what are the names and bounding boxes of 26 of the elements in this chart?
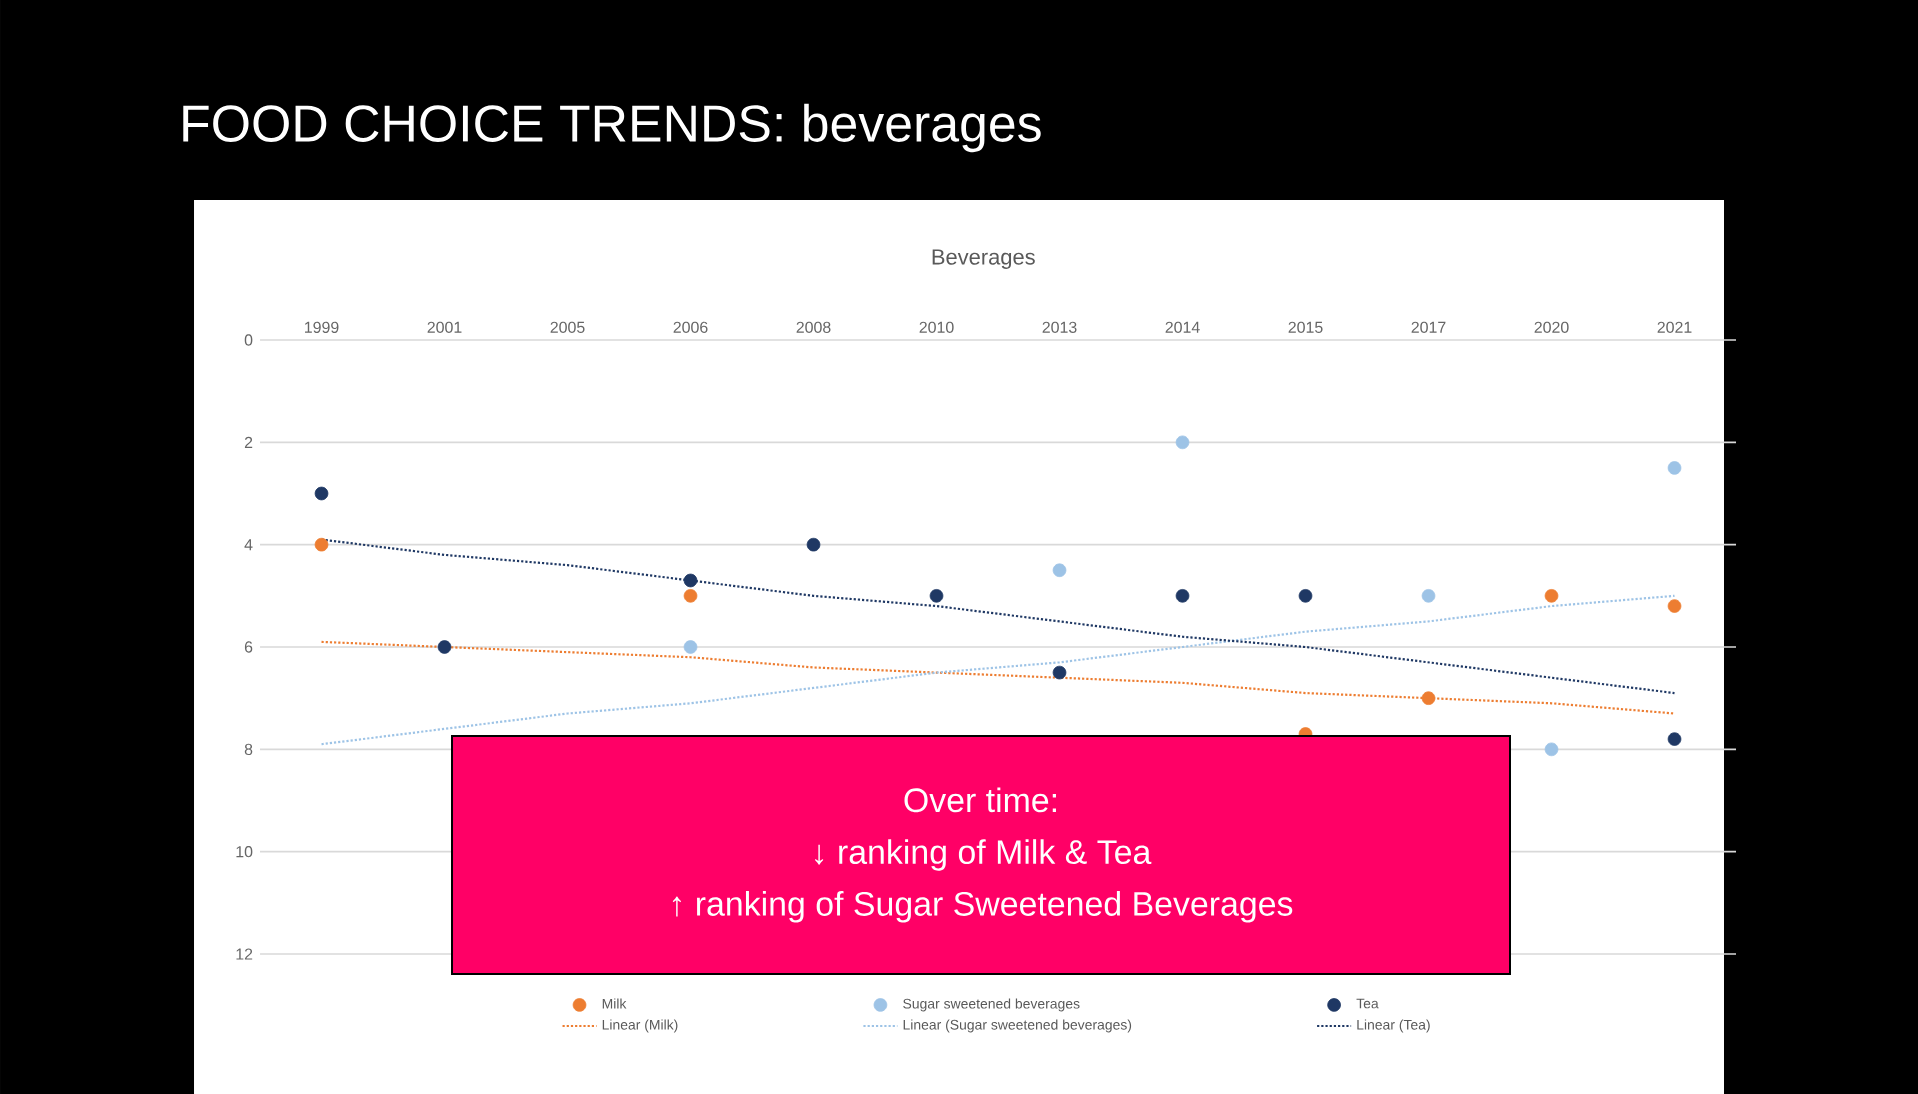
annotation: Over time: [904,787,1056,813]
point [1544,742,1559,757]
annotation: ↑ ranking of Sugar Sweetened Beverages [672,891,1293,923]
line-series [320,594,1676,746]
point [1544,589,1559,603]
point [1667,732,1682,746]
point [314,537,329,552]
chart-title: FOOD CHOICE TRENDS: beverages [183,103,1041,153]
point [806,537,821,552]
point [1667,599,1682,613]
point [1052,665,1067,680]
point [1175,589,1190,603]
point [1667,461,1682,475]
point [683,573,698,588]
annotation: ↓ ranking of Milk & Tea [815,839,1152,871]
point [437,640,452,654]
point [929,589,944,603]
chart-subtitle: Beverages [932,249,1035,269]
point [1298,589,1313,603]
point [1175,435,1190,450]
point [1052,563,1067,578]
point [683,640,698,654]
point [1421,589,1436,603]
point [683,589,698,603]
point [1421,691,1436,705]
point [314,486,329,501]
